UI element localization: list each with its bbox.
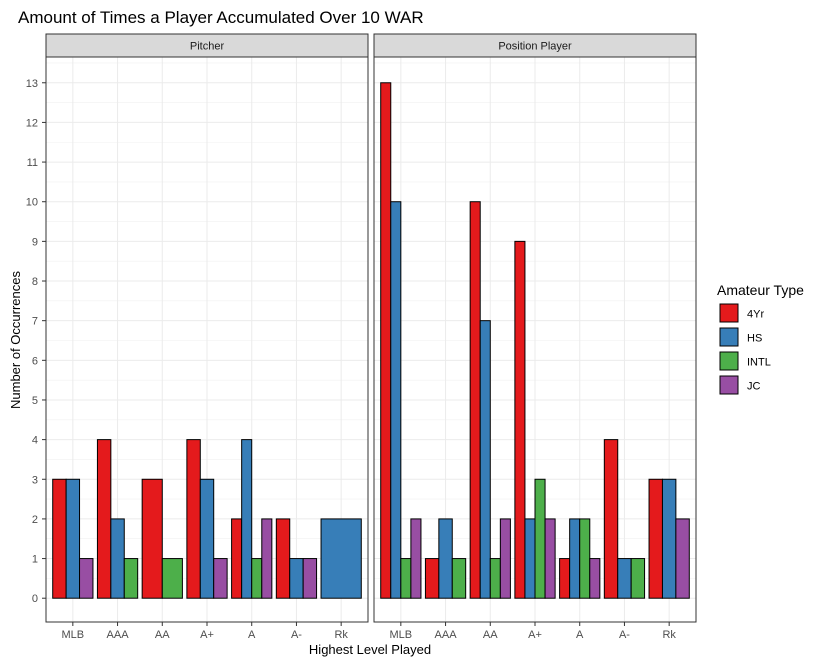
bar-A-4Yr (231, 518, 243, 599)
bar-AAA-HS (438, 518, 453, 599)
x-tick-label: A (576, 629, 584, 641)
bar-A--HS (617, 558, 632, 599)
y-tick-label: 5 (32, 395, 38, 407)
x-tick-label: Rk (334, 629, 348, 641)
x-tick-label: A- (619, 629, 630, 641)
bar-A+-4Yr (186, 439, 201, 599)
x-tick-label: A+ (200, 629, 214, 641)
legend-title: Amateur Type (717, 282, 804, 298)
x-tick-label: AAA (435, 629, 458, 641)
y-axis-title: Number of Occurrences (8, 271, 23, 409)
bar-A--INTL (630, 558, 646, 599)
x-tick-label: AAA (107, 629, 130, 641)
y-tick-label: 6 (32, 355, 38, 367)
bar-MLB-JC (410, 518, 422, 599)
bar-A-JC (261, 518, 273, 599)
bar-AA-HS (479, 320, 491, 599)
facet-strip-label: Pitcher (190, 41, 225, 53)
legend-key-4Yr (719, 303, 739, 323)
y-tick-label: 2 (32, 514, 38, 526)
bar-Rk-HS (320, 518, 362, 599)
bar-MLB-HS (65, 478, 81, 599)
bar-Rk-JC (675, 518, 690, 599)
bar-AAA-INTL (123, 558, 139, 599)
x-tick-label: AA (483, 629, 498, 641)
legend: Amateur Type 4Yr HS INTL JC (717, 282, 804, 395)
bar-A+-HS (524, 518, 536, 599)
bar-A-HS (241, 439, 253, 599)
x-tick-label: MLB (390, 629, 413, 641)
bar-A+-4Yr (514, 240, 526, 599)
bar-A+-INTL (534, 478, 546, 599)
bar-A-INTL (579, 518, 591, 599)
y-tick-label: 4 (32, 435, 38, 447)
bar-A-JC (589, 558, 601, 599)
bar-A--JC (302, 558, 318, 599)
legend-label-4Yr: 4Yr (747, 309, 764, 321)
bar-MLB-INTL (400, 558, 412, 599)
y-tick-label: 10 (26, 197, 38, 209)
y-tick-label: 0 (32, 593, 38, 605)
bar-A+-HS (199, 478, 215, 599)
bar-MLB-JC (79, 558, 94, 599)
y-tick-label: 1 (32, 554, 38, 566)
x-tick-label: AA (155, 629, 170, 641)
x-axis-title: Highest Level Played (309, 642, 431, 657)
bar-A-HS (569, 518, 581, 599)
bar-A-4Yr (559, 558, 571, 599)
bar-A-INTL (251, 558, 263, 599)
x-tick-label: Rk (662, 629, 676, 641)
legend-label-INTL: INTL (747, 357, 771, 369)
bar-MLB-4Yr (52, 478, 67, 599)
bar-AAA-HS (110, 518, 125, 599)
bar-Rk-4Yr (648, 478, 663, 599)
bar-AAA-INTL (451, 558, 467, 599)
x-tick-label: A (248, 629, 256, 641)
bar-A+-JC (213, 558, 228, 599)
legend-key-JC (719, 375, 739, 395)
y-tick-label: 9 (32, 236, 38, 248)
x-tick-label: MLB (62, 629, 85, 641)
y-tick-label: 8 (32, 276, 38, 288)
bar-A--4Yr (603, 439, 619, 599)
legend-label-HS: HS (747, 333, 762, 345)
legend-key-HS (719, 327, 739, 347)
y-tick-label: 3 (32, 474, 38, 486)
y-tick-label: 11 (27, 157, 38, 169)
x-tick-label: A- (291, 629, 302, 641)
bar-AA-4Yr (469, 201, 481, 599)
y-tick-label: 7 (32, 316, 38, 328)
legend-key-INTL (719, 351, 739, 371)
bar-AA-4Yr (141, 478, 163, 599)
bar-AA-INTL (489, 558, 501, 599)
y-tick-label: 12 (26, 117, 38, 129)
bar-AA-JC (499, 518, 511, 599)
bar-Rk-HS (661, 478, 677, 599)
bar-AAA-4Yr (96, 439, 112, 599)
bar-MLB-4Yr (380, 82, 392, 599)
chart-title: Amount of Times a Player Accumulated Ove… (18, 8, 424, 27)
bar-AA-INTL (161, 558, 183, 599)
y-tick-label: 13 (26, 78, 38, 90)
x-tick-label: A+ (528, 629, 542, 641)
legend-label-JC: JC (747, 381, 761, 393)
bar-AAA-4Yr (424, 558, 440, 599)
bar-MLB-HS (390, 201, 402, 599)
bar-A--4Yr (275, 518, 291, 599)
bar-A+-JC (544, 518, 556, 599)
bar-A--HS (289, 558, 304, 599)
facet-strip-label: Position Player (498, 41, 572, 53)
